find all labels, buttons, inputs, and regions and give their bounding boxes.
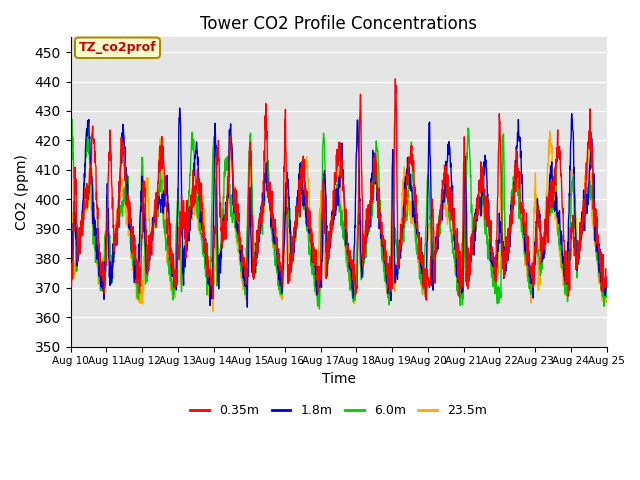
Legend: 0.35m, 1.8m, 6.0m, 23.5m: 0.35m, 1.8m, 6.0m, 23.5m (186, 399, 492, 422)
Title: Tower CO2 Profile Concentrations: Tower CO2 Profile Concentrations (200, 15, 477, 33)
X-axis label: Time: Time (322, 372, 356, 386)
Text: TZ_co2prof: TZ_co2prof (79, 41, 156, 54)
Y-axis label: CO2 (ppm): CO2 (ppm) (15, 154, 29, 230)
